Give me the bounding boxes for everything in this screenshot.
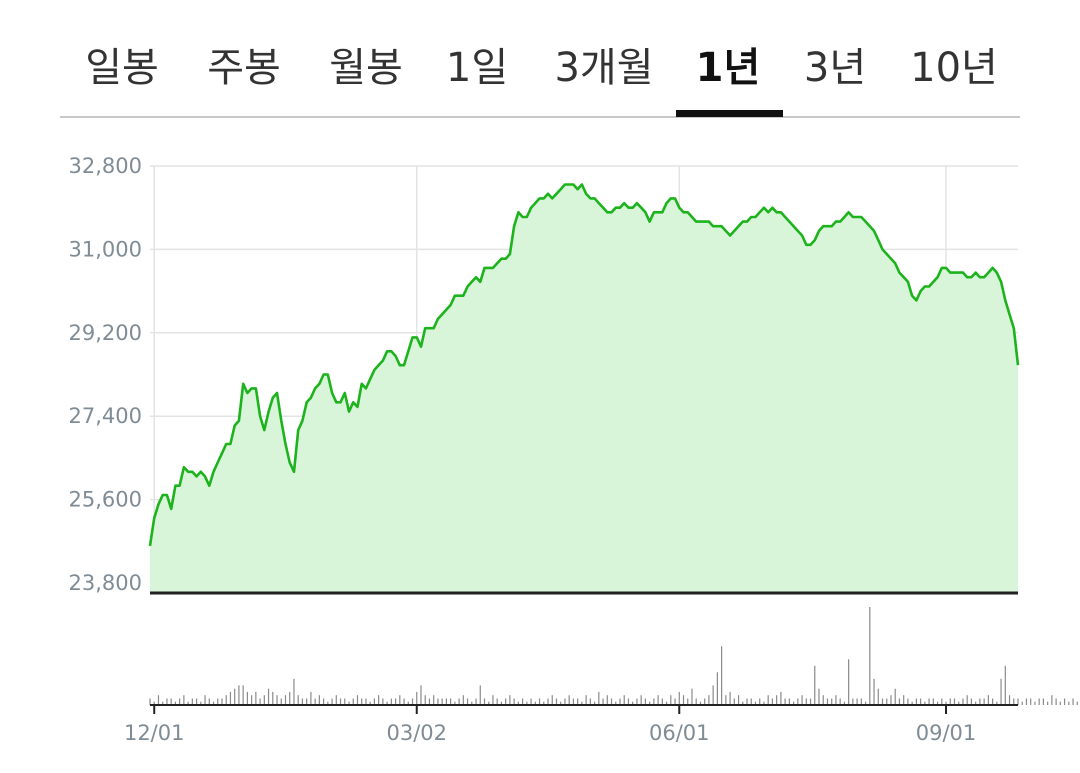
tab-1day[interactable]: 1일 — [445, 45, 509, 91]
tab-monthly[interactable]: 월봉 — [329, 45, 403, 91]
x-tick-label: 06/01 — [649, 721, 710, 745]
tab-daily[interactable]: 일봉 — [85, 45, 159, 91]
x-tick-label: 03/02 — [386, 721, 447, 745]
y-tick-label: 32,800 — [69, 154, 142, 178]
tab-bar: 일봉 주봉 월봉 1일 3개월 1년 3년 10년 — [60, 0, 1020, 118]
tab-weekly[interactable]: 주봉 — [207, 45, 281, 91]
active-tab-indicator — [676, 110, 783, 117]
x-tick-label: 09/01 — [916, 721, 977, 745]
tab-3month[interactable]: 3개월 — [554, 45, 654, 91]
y-tick-label: 31,000 — [69, 237, 142, 261]
tab-3year[interactable]: 3년 — [803, 45, 867, 91]
y-tick-label: 23,800 — [69, 571, 142, 595]
price-line — [148, 183, 1020, 547]
volume-bars — [149, 607, 1078, 705]
tab-10year[interactable]: 10년 — [910, 45, 998, 91]
tab-1year[interactable]: 1년 — [695, 45, 761, 91]
y-axis-labels: 32,800 31,000 29,200 27,400 25,600 23,800 — [69, 154, 142, 595]
y-tick-label: 27,400 — [69, 404, 142, 428]
price-area — [150, 184, 1018, 593]
x-axis-ticks: 12/01 03/02 06/01 09/01 — [124, 705, 976, 745]
y-tick-label: 29,200 — [69, 321, 142, 345]
x-tick-label: 12/01 — [124, 721, 185, 745]
y-tick-label: 25,600 — [69, 488, 142, 512]
